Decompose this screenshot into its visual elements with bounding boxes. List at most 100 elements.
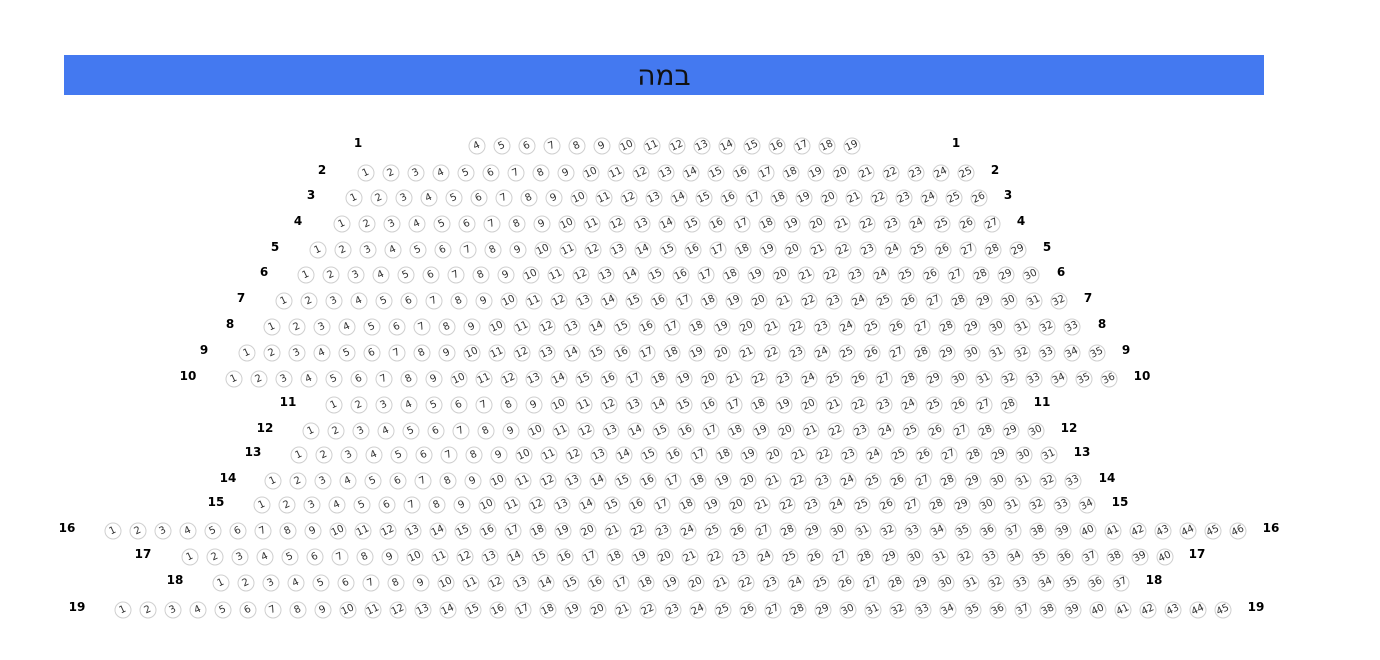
seat-row-8-24[interactable]: 24 xyxy=(838,318,856,336)
seat-row-4-6[interactable]: 6 xyxy=(458,215,476,233)
seat-row-17-31[interactable]: 31 xyxy=(931,548,949,566)
seat-row-16-5[interactable]: 5 xyxy=(204,522,222,540)
seat-row-19-44[interactable]: 44 xyxy=(1189,601,1207,619)
seat-row-16-13[interactable]: 13 xyxy=(404,522,422,540)
seat-row-10-27[interactable]: 27 xyxy=(875,370,893,388)
seat-row-6-15[interactable]: 15 xyxy=(647,266,665,284)
seat-row-11-15[interactable]: 15 xyxy=(675,396,693,414)
seat-row-15-18[interactable]: 18 xyxy=(678,496,696,514)
seat-row-4-1[interactable]: 1 xyxy=(333,215,351,233)
seat-row-7-12[interactable]: 12 xyxy=(550,292,568,310)
seat-row-18-29[interactable]: 29 xyxy=(912,574,930,592)
seat-row-5-6[interactable]: 6 xyxy=(434,241,452,259)
seat-row-9-26[interactable]: 26 xyxy=(863,344,881,362)
seat-row-11-7[interactable]: 7 xyxy=(475,396,493,414)
seat-row-6-9[interactable]: 9 xyxy=(497,266,515,284)
seat-row-2-21[interactable]: 21 xyxy=(857,164,875,182)
seat-row-4-20[interactable]: 20 xyxy=(808,215,826,233)
seat-row-9-7[interactable]: 7 xyxy=(388,344,406,362)
seat-row-2-1[interactable]: 1 xyxy=(357,164,375,182)
seat-row-11-2[interactable]: 2 xyxy=(350,396,368,414)
seat-row-16-38[interactable]: 38 xyxy=(1029,522,1047,540)
seat-row-19-1[interactable]: 1 xyxy=(114,601,132,619)
seat-row-5-24[interactable]: 24 xyxy=(884,241,902,259)
seat-row-12-7[interactable]: 7 xyxy=(452,422,470,440)
seat-row-9-6[interactable]: 6 xyxy=(363,344,381,362)
seat-row-7-2[interactable]: 2 xyxy=(300,292,318,310)
seat-row-16-17[interactable]: 17 xyxy=(504,522,522,540)
seat-row-13-15[interactable]: 15 xyxy=(640,446,658,464)
seat-row-5-2[interactable]: 2 xyxy=(334,241,352,259)
seat-row-10-14[interactable]: 14 xyxy=(550,370,568,388)
seat-row-6-17[interactable]: 17 xyxy=(697,266,715,284)
seat-row-12-21[interactable]: 21 xyxy=(802,422,820,440)
seat-row-6-22[interactable]: 22 xyxy=(822,266,840,284)
seat-row-17-8[interactable]: 8 xyxy=(356,548,374,566)
seat-row-10-33[interactable]: 33 xyxy=(1025,370,1043,388)
seat-row-19-11[interactable]: 11 xyxy=(364,601,382,619)
seat-row-14-2[interactable]: 2 xyxy=(289,472,307,490)
seat-row-4-3[interactable]: 3 xyxy=(383,215,401,233)
seat-row-14-9[interactable]: 9 xyxy=(464,472,482,490)
seat-row-13-25[interactable]: 25 xyxy=(890,446,908,464)
seat-row-15-24[interactable]: 24 xyxy=(828,496,846,514)
seat-row-19-21[interactable]: 21 xyxy=(614,601,632,619)
seat-row-12-16[interactable]: 16 xyxy=(677,422,695,440)
seat-row-18-17[interactable]: 17 xyxy=(612,574,630,592)
seat-row-6-7[interactable]: 7 xyxy=(447,266,465,284)
seat-row-16-18[interactable]: 18 xyxy=(529,522,547,540)
seat-row-15-21[interactable]: 21 xyxy=(753,496,771,514)
seat-row-7-29[interactable]: 29 xyxy=(975,292,993,310)
seat-row-15-20[interactable]: 20 xyxy=(728,496,746,514)
seat-row-9-13[interactable]: 13 xyxy=(538,344,556,362)
seat-row-2-11[interactable]: 11 xyxy=(607,164,625,182)
seat-row-1-5[interactable]: 5 xyxy=(493,137,511,155)
seat-row-8-22[interactable]: 22 xyxy=(788,318,806,336)
seat-row-10-26[interactable]: 26 xyxy=(850,370,868,388)
seat-row-17-40[interactable]: 40 xyxy=(1156,548,1174,566)
seat-row-10-31[interactable]: 31 xyxy=(975,370,993,388)
seat-row-19-39[interactable]: 39 xyxy=(1064,601,1082,619)
seat-row-19-18[interactable]: 18 xyxy=(539,601,557,619)
seat-row-17-37[interactable]: 37 xyxy=(1081,548,1099,566)
seat-row-3-2[interactable]: 2 xyxy=(370,189,388,207)
seat-row-18-34[interactable]: 34 xyxy=(1037,574,1055,592)
seat-row-19-25[interactable]: 25 xyxy=(714,601,732,619)
seat-row-10-18[interactable]: 18 xyxy=(650,370,668,388)
seat-row-17-26[interactable]: 26 xyxy=(806,548,824,566)
seat-row-8-15[interactable]: 15 xyxy=(613,318,631,336)
seat-row-6-8[interactable]: 8 xyxy=(472,266,490,284)
seat-row-13-3[interactable]: 3 xyxy=(340,446,358,464)
seat-row-12-12[interactable]: 12 xyxy=(577,422,595,440)
seat-row-4-8[interactable]: 8 xyxy=(508,215,526,233)
seat-row-17-20[interactable]: 20 xyxy=(656,548,674,566)
seat-row-15-30[interactable]: 30 xyxy=(978,496,996,514)
seat-row-7-22[interactable]: 22 xyxy=(800,292,818,310)
seat-row-18-32[interactable]: 32 xyxy=(987,574,1005,592)
seat-row-2-3[interactable]: 3 xyxy=(407,164,425,182)
seat-row-18-36[interactable]: 36 xyxy=(1087,574,1105,592)
seat-row-16-4[interactable]: 4 xyxy=(179,522,197,540)
seat-row-4-26[interactable]: 26 xyxy=(958,215,976,233)
seat-row-11-17[interactable]: 17 xyxy=(725,396,743,414)
seat-row-5-21[interactable]: 21 xyxy=(809,241,827,259)
seat-row-8-9[interactable]: 9 xyxy=(463,318,481,336)
seat-row-16-9[interactable]: 9 xyxy=(304,522,322,540)
seat-row-12-29[interactable]: 29 xyxy=(1002,422,1020,440)
seat-row-16-8[interactable]: 8 xyxy=(279,522,297,540)
seat-row-3-12[interactable]: 12 xyxy=(620,189,638,207)
seat-row-16-15[interactable]: 15 xyxy=(454,522,472,540)
seat-row-16-37[interactable]: 37 xyxy=(1004,522,1022,540)
seat-row-19-27[interactable]: 27 xyxy=(764,601,782,619)
seat-row-12-11[interactable]: 11 xyxy=(552,422,570,440)
seat-row-15-32[interactable]: 32 xyxy=(1028,496,1046,514)
seat-row-18-11[interactable]: 11 xyxy=(462,574,480,592)
seat-row-16-30[interactable]: 30 xyxy=(829,522,847,540)
seat-row-17-30[interactable]: 30 xyxy=(906,548,924,566)
seat-row-7-7[interactable]: 7 xyxy=(425,292,443,310)
seat-row-17-9[interactable]: 9 xyxy=(381,548,399,566)
seat-row-17-33[interactable]: 33 xyxy=(981,548,999,566)
seat-row-13-12[interactable]: 12 xyxy=(565,446,583,464)
seat-row-2-15[interactable]: 15 xyxy=(707,164,725,182)
seat-row-18-8[interactable]: 8 xyxy=(387,574,405,592)
